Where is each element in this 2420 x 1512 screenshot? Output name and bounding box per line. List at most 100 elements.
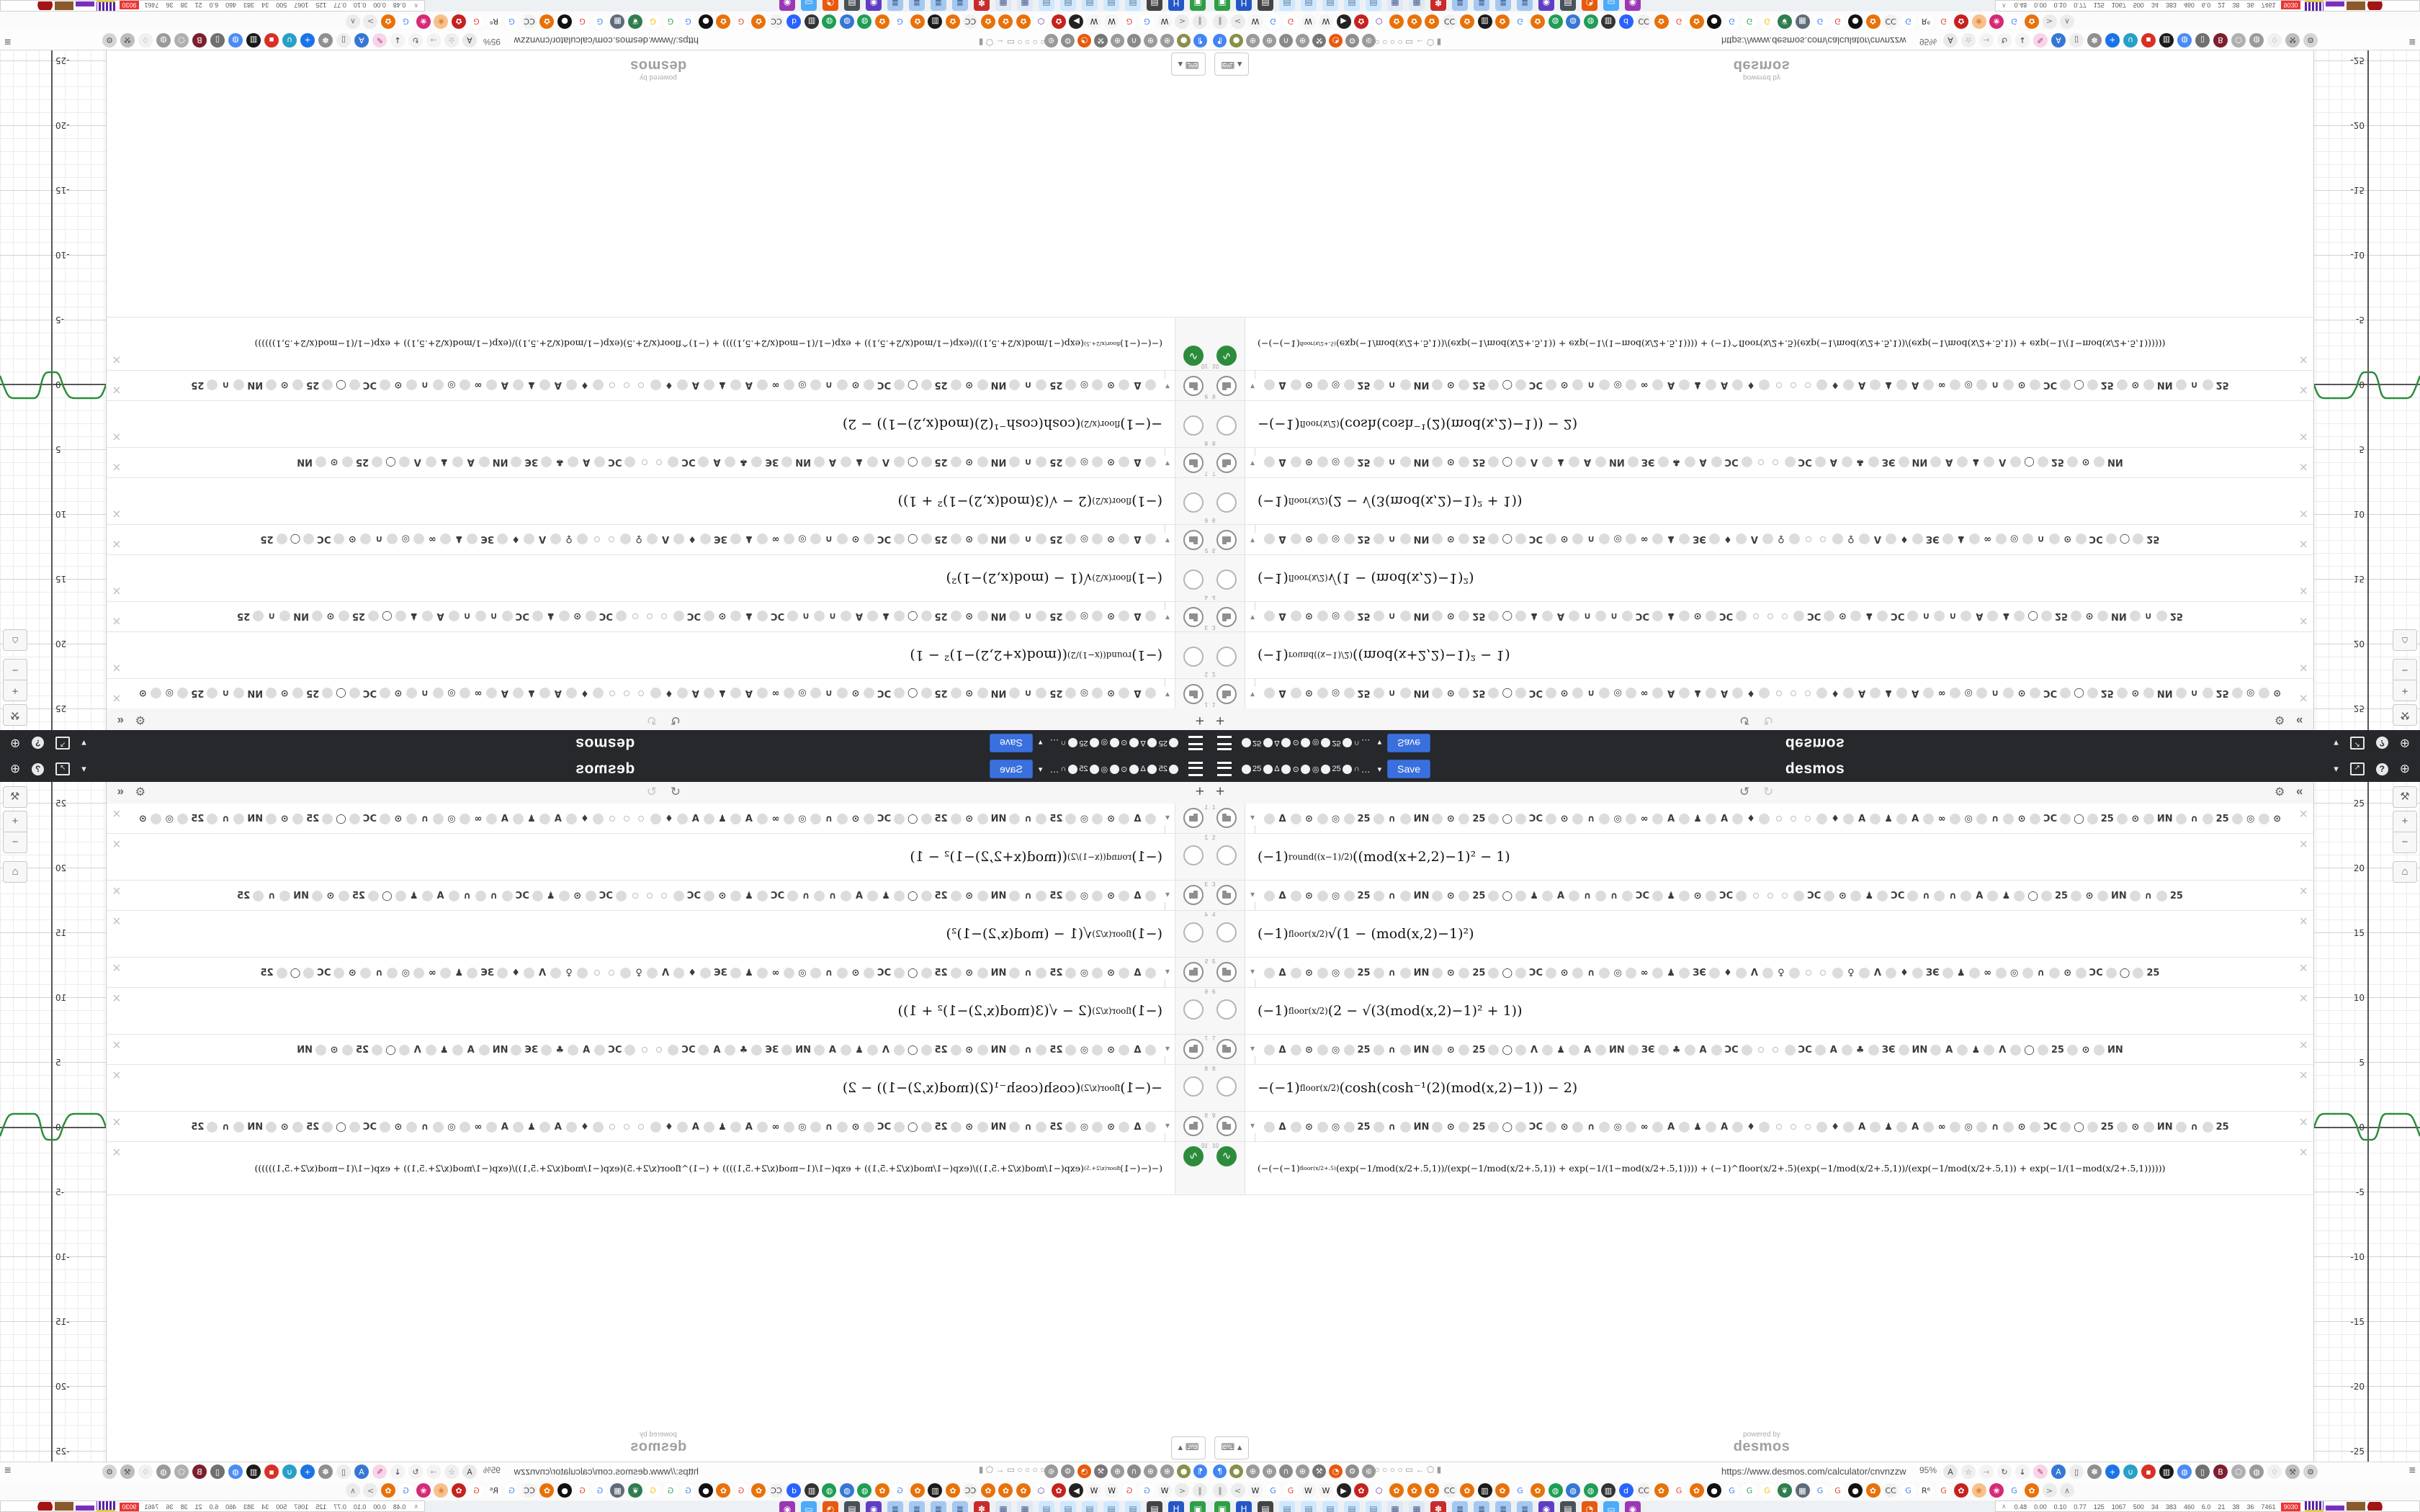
folder-title[interactable]: Δ ⊙ ◎ 25 ∩ ИN ⊙ 25 ◯ ƆC ⊙ ∩ ◎ ∞ A ♟ A ♦ ♦ A ♟ A ∞ ◎ ∩ ⊙ ƆC ◯ 25 ⊙ ИN ∩ 2…: [1262, 683, 2285, 704]
folder-title[interactable]: Δ ⊙ ◎ 25 ∩ ИN ⊙ 25 ◯ ♟ A ∩ ∩ ƆC ♟ ⊙ ƆC ƆC ⊙ ♟ ƆC ∩ ∩ A ♟ ◯ 25 ⊙ ИN ∩ 2…: [1262, 606, 2285, 627]
folder-row[interactable]: 7 ▾ Δ ⊙ ◎ 25 ∩ ИN ⊙ 25 ◯ Ʌ ♟ A ИN ЗЄ ♣ A ƆC ƆC A ♣ ЗЄ ИN A ♟ Ʌ ◯ 2…: [107, 442, 1210, 477]
expression-latex[interactable]: (−1) floor(x/2) (2 − √(3(mod(x,2)−1)² + 1)…: [897, 1003, 1162, 1019]
expression-latex[interactable]: −(−1) floor(x/2) (cosh(cosh⁻¹(2)(mod(x,2)−…: [842, 1080, 1162, 1096]
help-icon[interactable]: ?: [2375, 762, 2388, 775]
title-caret-icon[interactable]: ▾: [1038, 738, 1043, 747]
save-button[interactable]: Save: [1387, 734, 1431, 752]
folder-collapse-triangle-icon[interactable]: ▾: [1250, 889, 1255, 899]
taskbar-app-icons[interactable]: ▣ H ▤ ▤ ▤ ▤ ▤ ▤ ▦ ▦ ✽ ≣ ≣ ≣ ≣ ◉ ▤ ◔ ▭ ◉: [1214, 1501, 1641, 1512]
share-icon[interactable]: ↗: [2349, 737, 2365, 750]
share-icon[interactable]: ↗: [55, 762, 71, 775]
expression-row[interactable]: 4 (−1) floor(x/2) √(1 − (mod(x,2)−1)²) ×: [107, 554, 1210, 601]
bookmark-favicons[interactable]: ∥ < W G G W W ▶ ✿ ⬡ ✿ ✿ ✿ CC ✿ ▥ ✿ G ✿ ◍ ◍ ◍ ▥ d CC ✿ G ✿ ● G G G ❦ ▦ G G ● ✿…: [3, 14, 1207, 29]
delete-row-icon[interactable]: ×: [2299, 459, 2308, 474]
graph-paper[interactable]: 25 20 15 10 5 0 -5 -10 -15 -20 -25 ⚒ + − ⌂: [0, 50, 106, 730]
folder-icon[interactable]: [1183, 808, 1204, 828]
delete-row-icon[interactable]: ×: [2299, 351, 2308, 367]
expression-latex[interactable]: (−1) floor(x/2) √(1 − (mod(x,2)−1)²): [946, 926, 1162, 942]
undo-button[interactable]: ↺: [670, 714, 681, 727]
tab-thumbnail[interactable]: [2346, 1502, 2365, 1511]
folder-title[interactable]: Δ ⊙ ◎ 25 ∩ ИN ⊙ 25 ◯ ƆC ⊙ ∩ ◎ ∞ A ♟ A ♦ ♦ A ♟ A ∞ ◎ ∩ ⊙ ƆC ◯ 25 ⊙ ИN ∩ 2…: [135, 808, 1158, 829]
help-icon[interactable]: ?: [32, 762, 45, 775]
delete-row-icon[interactable]: ×: [2299, 428, 2308, 444]
show-keypad-button[interactable]: ⌨ ▴: [1214, 1436, 1249, 1459]
delete-row-icon[interactable]: ×: [112, 459, 121, 474]
folder-row[interactable]: 5 ▾ Δ ⊙ ◎ 25 ∩ ИN ⊙ 25 ◯ ƆC ⊙ ∩ ◎ ∞ ♟ ЗЄ ♦ Ʌ ♀ ♀ Ʌ ♦ ЗЄ ♟ ∞ ◎ ∩ ⊙ ƆC…: [107, 519, 1210, 554]
folder-icon[interactable]: [1216, 684, 1237, 704]
collapse-panel-button[interactable]: «: [2296, 714, 2303, 728]
language-globe-icon[interactable]: ⊕: [2399, 762, 2410, 775]
expression-latex[interactable]: (−(−(−1) floor(x/2+.5) (exp(−1/mod(x/2+.5,…: [1258, 1163, 2166, 1174]
folder-row[interactable]: 1 ▾ Δ ⊙ ◎ 25 ∩ ИN ⊙ 25 ◯ ƆC ⊙ ∩ ◎ ∞ A ♟ A ♦ ♦ A ♟ A ∞ ◎ ∩ ⊙ ƆC ◯ 25 ⊙…: [107, 804, 1210, 839]
folder-collapse-triangle-icon[interactable]: ▾: [1250, 382, 1255, 392]
delete-row-icon[interactable]: ×: [2299, 382, 2308, 397]
address-bar-url[interactable]: https://www.desmos.com/calculator/cnvnzz…: [514, 1466, 699, 1477]
folder-row[interactable]: 9 ▾ Δ ⊙ ◎ 25 ∩ ИN ⊙ 25 ◯ ƆC ⊙ ∩ ◎ ∞ A ♟ A ♦ ♦ A ♟ A ∞ ◎ ∩ ⊙ ƆC ◯ 25 ⊙…: [107, 365, 1210, 400]
expression-row-green[interactable]: 10 ∿ (−(−(−1) floor(x/2+.5) (exp(−1/mod(x/2…: [107, 317, 1210, 370]
collapse-panel-button[interactable]: «: [117, 714, 124, 728]
folder-row[interactable]: 1 ▾ Δ ⊙ ◎ 25 ∩ ИN ⊙ 25 ◯ ƆC ⊙ ∩ ◎ ∞ A ♟ A ♦ ♦ A ♟ A ∞ ◎ ∩ ⊙ ƆC ◯ 25 ⊙…: [1210, 804, 2313, 839]
folder-icon[interactable]: [1216, 453, 1237, 473]
expression-row[interactable]: 8 −(−1) floor(x/2) (cosh(cosh⁻¹(2)(mod(x,2…: [1210, 400, 2313, 447]
edit-list-gear-button[interactable]: ⚙: [135, 786, 145, 798]
zoom-in-button[interactable]: +: [3, 811, 27, 832]
folder-icon[interactable]: [1216, 376, 1237, 396]
expression-latex[interactable]: −(−1) floor(x/2) (cosh(cosh⁻¹(2)(mod(x,2)−…: [1258, 1080, 1578, 1096]
expression-row[interactable]: 4 (−1) floor(x/2) √(1 − (mod(x,2)−1)²) ×: [1210, 911, 2313, 958]
tab-thumbnail[interactable]: [2346, 1, 2365, 10]
zoom-in-button[interactable]: +: [3, 680, 27, 701]
tab-thumbnail[interactable]: [55, 1502, 74, 1511]
hidden-plot-circle-icon[interactable]: [1183, 1076, 1204, 1097]
hidden-plot-circle-icon[interactable]: [1183, 647, 1204, 667]
folder-row[interactable]: 7 ▾ Δ ⊙ ◎ 25 ∩ ИN ⊙ 25 ◯ Ʌ ♟ A ИN ЗЄ ♣ A ƆC ƆC A ♣ ЗЄ ИN A ♟ Ʌ ◯ 2…: [1210, 1035, 2313, 1070]
tab-thumbnail[interactable]: [2367, 1502, 2386, 1511]
expression-row-green[interactable]: 10 ∿ (−(−(−1) floor(x/2+.5) (exp(−1/mod(x/2…: [1210, 1142, 2313, 1195]
delete-row-icon[interactable]: ×: [112, 1068, 121, 1084]
expression-row[interactable]: 2 (−1) round((x−1)/2) ((mod(x+2,2)−1)² − 1…: [1210, 834, 2313, 881]
tab-strip-chevron-icon[interactable]: ∧: [2002, 2, 2007, 10]
expression-latex[interactable]: −(−1) floor(x/2) (cosh(cosh⁻¹(2)(mod(x,2)−…: [1258, 416, 1578, 432]
main-menu-icon[interactable]: [1217, 762, 1232, 776]
pinned-site-icons[interactable]: ¶ ● ⊕ ⊕ ∩ ⊕ ⚒ ◔ ⚙ ⊕: [1044, 1464, 1207, 1478]
folder-collapse-triangle-icon[interactable]: ▾: [1250, 613, 1255, 623]
header-caret-icon[interactable]: ▾: [81, 738, 86, 749]
edit-list-gear-button[interactable]: ⚙: [2275, 786, 2285, 798]
bookmark-favicons[interactable]: ∥ < W G G W W ▶ ✿ ⬡ ✿ ✿ ✿ CC ✿ ▥ ✿ G ✿ ◍ ◍ ◍ ▥ d CC ✿ G ✿ ● G G G ❦ ▦ G G ● ✿…: [1213, 1483, 2417, 1498]
tab-thumbnail[interactable]: [34, 1502, 53, 1511]
expression-latex[interactable]: (−(−(−1) floor(x/2+.5) (exp(−1/mod(x/2+.5,…: [254, 338, 1162, 349]
delete-row-icon[interactable]: ×: [112, 428, 121, 444]
expression-row[interactable]: 6 (−1) floor(x/2) (2 − √(3(mod(x,2)−1)² + …: [1210, 477, 2313, 524]
delete-row-icon[interactable]: ×: [2299, 883, 2308, 899]
graph-title[interactable]: 25 Δ ⊙ ◎ 25 ∩: [1059, 764, 1180, 774]
tab-strip-chevron-icon[interactable]: ∧: [413, 1502, 418, 1510]
language-globe-icon[interactable]: ⊕: [2399, 737, 2410, 750]
expression-latex[interactable]: (−1) floor(x/2) √(1 − (mod(x,2)−1)²): [1258, 926, 1474, 942]
folder-title[interactable]: Δ ⊙ ◎ 25 ∩ ИN ⊙ 25 ◯ ƆC ⊙ ∩ ◎ ∞ A ♟ A ♦ ♦ A ♟ A ∞ ◎ ∩ ⊙ ƆC ◯ 25 ⊙ ИN ∩ 2…: [135, 683, 1158, 704]
delete-row-icon[interactable]: ×: [2299, 690, 2308, 706]
folder-row[interactable]: 1 ▾ Δ ⊙ ◎ 25 ∩ ИN ⊙ 25 ◯ ƆC ⊙ ∩ ◎ ∞ A ♟ A ♦ ♦ A ♟ A ∞ ◎ ∩ ⊙ ƆC ◯ 25 ⊙…: [107, 673, 1210, 708]
delete-row-icon[interactable]: ×: [112, 660, 121, 675]
title-caret-icon[interactable]: ▾: [1377, 738, 1382, 747]
expression-row[interactable]: 2 (−1) round((x−1)/2) ((mod(x+2,2)−1)² − 1…: [107, 631, 1210, 678]
delete-row-icon[interactable]: ×: [2299, 1068, 2308, 1084]
delete-row-icon[interactable]: ×: [112, 991, 121, 1007]
folder-title[interactable]: Δ ⊙ ◎ 25 ∩ ИN ⊙ 25 ◯ Ʌ ♟ A ИN ЗЄ ♣ A ƆC ƆC A ♣ ЗЄ ИN A ♟ Ʌ ◯ 25 ⊙ ИN: [1262, 1039, 2285, 1061]
hidden-plot-circle-icon[interactable]: [1183, 999, 1204, 1020]
tab-strip-chevron-icon[interactable]: ∧: [413, 2, 418, 10]
folder-row[interactable]: 7 ▾ Δ ⊙ ◎ 25 ∩ ИN ⊙ 25 ◯ Ʌ ♟ A ИN ЗЄ ♣ A ƆC ƆC A ♣ ЗЄ ИN A ♟ Ʌ ◯ 2…: [1210, 442, 2313, 477]
folder-title[interactable]: Δ ⊙ ◎ 25 ∩ ИN ⊙ 25 ◯ ƆC ⊙ ∩ ◎ ∞ ♟ ЗЄ ♦ Ʌ ♀ ♀ Ʌ ♦ ЗЄ ♟ ∞ ◎ ∩ ⊙ ƆC ◯ 25: [135, 528, 1158, 550]
zoom-out-button[interactable]: −: [3, 659, 27, 680]
delete-row-icon[interactable]: ×: [112, 505, 121, 521]
graph-paper[interactable]: 25 20 15 10 5 0 -5 -10 -15 -20 -25 ⚒ + − ⌂: [2314, 782, 2420, 1462]
expression-latex[interactable]: (−1) round((x−1)/2) ((mod(x+2,2)−1)² − 1): [910, 849, 1162, 865]
folder-row[interactable]: 1 ▾ Δ ⊙ ◎ 25 ∩ ИN ⊙ 25 ◯ ƆC ⊙ ∩ ◎ ∞ A ♟ A ♦ ♦ A ♟ A ∞ ◎ ∩ ⊙ ƆC ◯ 25 ⊙…: [1210, 673, 2313, 708]
expression-row[interactable]: 4 (−1) floor(x/2) √(1 − (mod(x,2)−1)²) ×: [107, 911, 1210, 958]
plotted-green-wave-icon[interactable]: ∿: [1183, 1146, 1204, 1166]
hidden-plot-circle-icon[interactable]: [1216, 922, 1237, 942]
redo-button[interactable]: ↻: [1763, 785, 1774, 798]
folder-title[interactable]: Δ ⊙ ◎ 25 ∩ ИN ⊙ 25 ◯ ƆC ⊙ ∩ ◎ ∞ A ♟ A ♦ ♦ A ♟ A ∞ ◎ ∩ ⊙ ƆC ◯ 25 ⊙ ИN ∩ 2…: [135, 374, 1158, 396]
undo-button[interactable]: ↺: [1739, 785, 1750, 798]
expression-latex[interactable]: (−1) floor(x/2) √(1 − (mod(x,2)−1)²): [946, 570, 1162, 586]
extension-icons[interactable]: A ☆ → ↻ ↓ ✎ A ▯ ✽ + ∪ ▪ ▥ ◍ ▯ B ⬠ ◍ ♢ ⚒ ⚙: [1943, 1464, 2318, 1479]
